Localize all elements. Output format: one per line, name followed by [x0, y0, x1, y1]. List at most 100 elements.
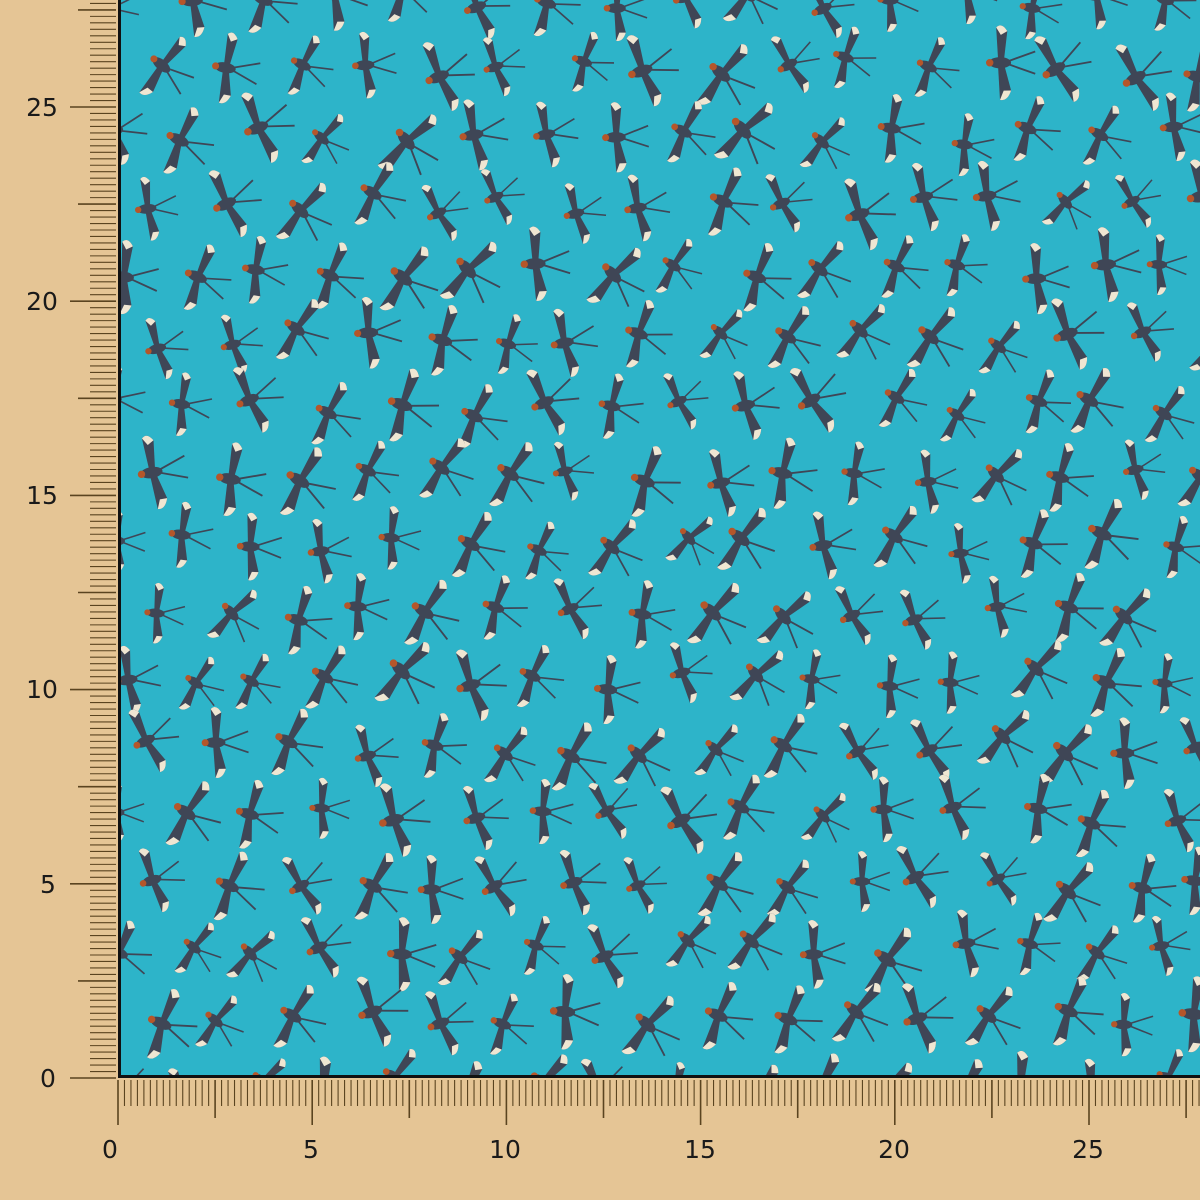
swallow — [533, 101, 579, 168]
swallow — [831, 983, 889, 1042]
swallow — [896, 846, 949, 909]
swallow — [480, 169, 525, 225]
swallow — [1154, 0, 1197, 31]
swallow — [976, 709, 1034, 768]
swallow — [319, 1056, 331, 1075]
swallow — [121, 1061, 153, 1075]
swallow — [978, 320, 1028, 374]
swallow — [404, 579, 460, 645]
swallow — [354, 852, 408, 920]
swallow — [768, 437, 818, 509]
swallow — [886, 1062, 913, 1075]
swallow — [1115, 44, 1173, 111]
x-label-20: 20 — [878, 1135, 910, 1164]
swallow — [163, 107, 215, 174]
swallow — [387, 917, 437, 992]
swallow — [121, 0, 140, 16]
swallow — [697, 852, 754, 917]
swallow — [437, 929, 491, 986]
swallow — [962, 1059, 983, 1075]
swallow — [275, 299, 329, 360]
swallow — [439, 241, 501, 304]
swallow — [594, 654, 641, 725]
swallow — [352, 440, 400, 501]
swallow — [252, 1058, 286, 1075]
swallow — [1054, 572, 1104, 643]
swallow — [1024, 773, 1072, 844]
swallow — [520, 226, 571, 301]
swallow — [273, 984, 327, 1048]
x-label-10: 10 — [489, 1135, 521, 1164]
swallow — [242, 235, 289, 304]
x-label-5: 5 — [303, 1135, 319, 1164]
swallow — [344, 573, 390, 641]
swallow — [877, 94, 925, 163]
swallow — [121, 363, 146, 414]
swallow — [799, 117, 850, 170]
swallow — [660, 786, 718, 855]
swallow — [287, 35, 334, 95]
swallow — [121, 112, 148, 165]
swallow — [232, 367, 284, 433]
swallow — [729, 650, 785, 706]
swallow — [379, 783, 431, 857]
swallow — [300, 917, 352, 978]
swallow — [121, 645, 162, 714]
swallow — [1013, 96, 1061, 161]
swallow — [236, 512, 283, 581]
swallow — [952, 909, 999, 978]
swallow — [571, 31, 615, 92]
swallow — [121, 240, 159, 315]
swallow — [451, 511, 506, 578]
swallow — [1051, 298, 1105, 370]
swallow — [951, 113, 995, 177]
swallow — [1052, 976, 1104, 1046]
swallow — [174, 922, 222, 973]
swallow — [800, 792, 850, 843]
swallow — [549, 974, 601, 1050]
swallow — [482, 37, 526, 97]
swallow — [686, 582, 747, 645]
swallow — [901, 983, 954, 1054]
swallow — [550, 308, 598, 377]
swallow — [722, 0, 778, 25]
swallow — [765, 174, 813, 233]
swallow — [195, 995, 244, 1047]
swallow — [1123, 439, 1166, 501]
swallow — [944, 234, 988, 297]
swallow — [1181, 846, 1200, 916]
swallow — [580, 1058, 632, 1075]
swallow — [844, 178, 896, 251]
swallow — [1017, 912, 1061, 976]
swallow — [281, 857, 333, 915]
swallow — [553, 578, 603, 640]
swallow — [1082, 105, 1132, 165]
swallow — [145, 317, 189, 380]
swallow — [1189, 346, 1200, 371]
swallow — [422, 42, 475, 111]
swallow — [964, 986, 1021, 1046]
swallow — [315, 242, 364, 309]
swallow — [474, 856, 527, 917]
swallow — [311, 382, 361, 445]
swallow — [713, 102, 776, 165]
swallow — [428, 305, 478, 376]
swallow — [980, 852, 1027, 906]
swallow — [226, 930, 278, 983]
swallow — [707, 449, 755, 517]
swallow — [731, 371, 780, 440]
swallow — [630, 446, 681, 517]
swallow — [789, 368, 847, 433]
swallow — [909, 162, 958, 232]
swallow — [387, 368, 440, 442]
swallow — [1144, 385, 1195, 443]
x-ruler — [117, 1080, 1200, 1125]
swallow — [669, 642, 713, 704]
swallow — [220, 314, 263, 375]
swallow — [1152, 653, 1194, 714]
swallow — [588, 519, 643, 577]
swallow — [914, 37, 960, 97]
swallow — [1163, 515, 1200, 579]
swallow — [216, 442, 267, 517]
x-label-15: 15 — [684, 1135, 716, 1164]
